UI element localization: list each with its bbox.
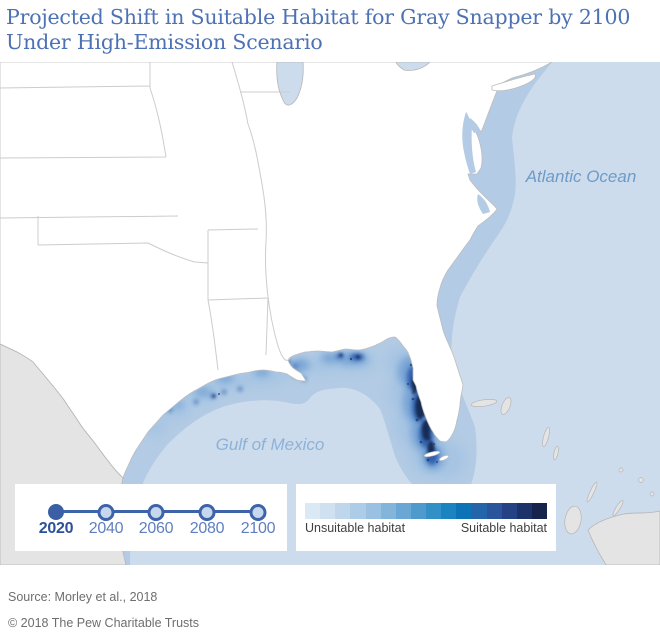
map-container: Atlantic Ocean Gulf of Mexico [0,61,660,566]
state-borders [0,61,291,371]
title-line-2: Under High-Emission Scenario [6,30,323,54]
us-habitat-map: Atlantic Ocean Gulf of Mexico [0,61,660,566]
timeline-year-2080[interactable]: 2080 [189,520,225,537]
us-land [0,61,554,479]
unsuitable-habitat-label: Unsuitable habitat [305,521,406,535]
great-lakes [276,61,431,106]
timeline-year-2020[interactable]: 2020 [38,520,74,537]
cuba-land [587,510,660,566]
timeline-dot-2100[interactable] [249,504,267,521]
long-island [491,73,536,92]
bays [462,112,490,214]
timeline-year-2100[interactable]: 2100 [240,520,276,537]
timeline-dot-2080[interactable] [198,504,216,521]
habitat-legend-panel: Unsuitable habitat Suitable habitat [296,484,556,551]
florida-keys [423,450,449,461]
habitat-gradient-bar [305,503,547,519]
title-line-1: Projected Shift in Suitable Habitat for … [6,5,631,29]
habitat-speckles [218,357,438,463]
lake-erie [395,61,431,71]
page-title: Projected Shift in Suitable Habitat for … [6,5,654,55]
source-citation: Source: Morley et al., 2018 [8,590,158,604]
timeline-panel: 2020 2040 2060 2080 2100 [15,484,287,551]
timeline-dot-2060[interactable] [147,504,165,521]
gulf-of-mexico-label: Gulf of Mexico [216,435,325,454]
timeline-year-2040[interactable]: 2040 [88,520,124,537]
copyright-notice: © 2018 The Pew Charitable Trusts [8,616,200,630]
timeline-dot-2040[interactable] [97,504,115,521]
timeline-year-2060[interactable]: 2060 [138,520,174,537]
lake-michigan [276,61,304,106]
atlantic-ocean-label: Atlantic Ocean [525,167,637,186]
suitable-habitat-label: Suitable habitat [460,521,547,535]
timeline-dot-2020[interactable] [48,504,64,520]
